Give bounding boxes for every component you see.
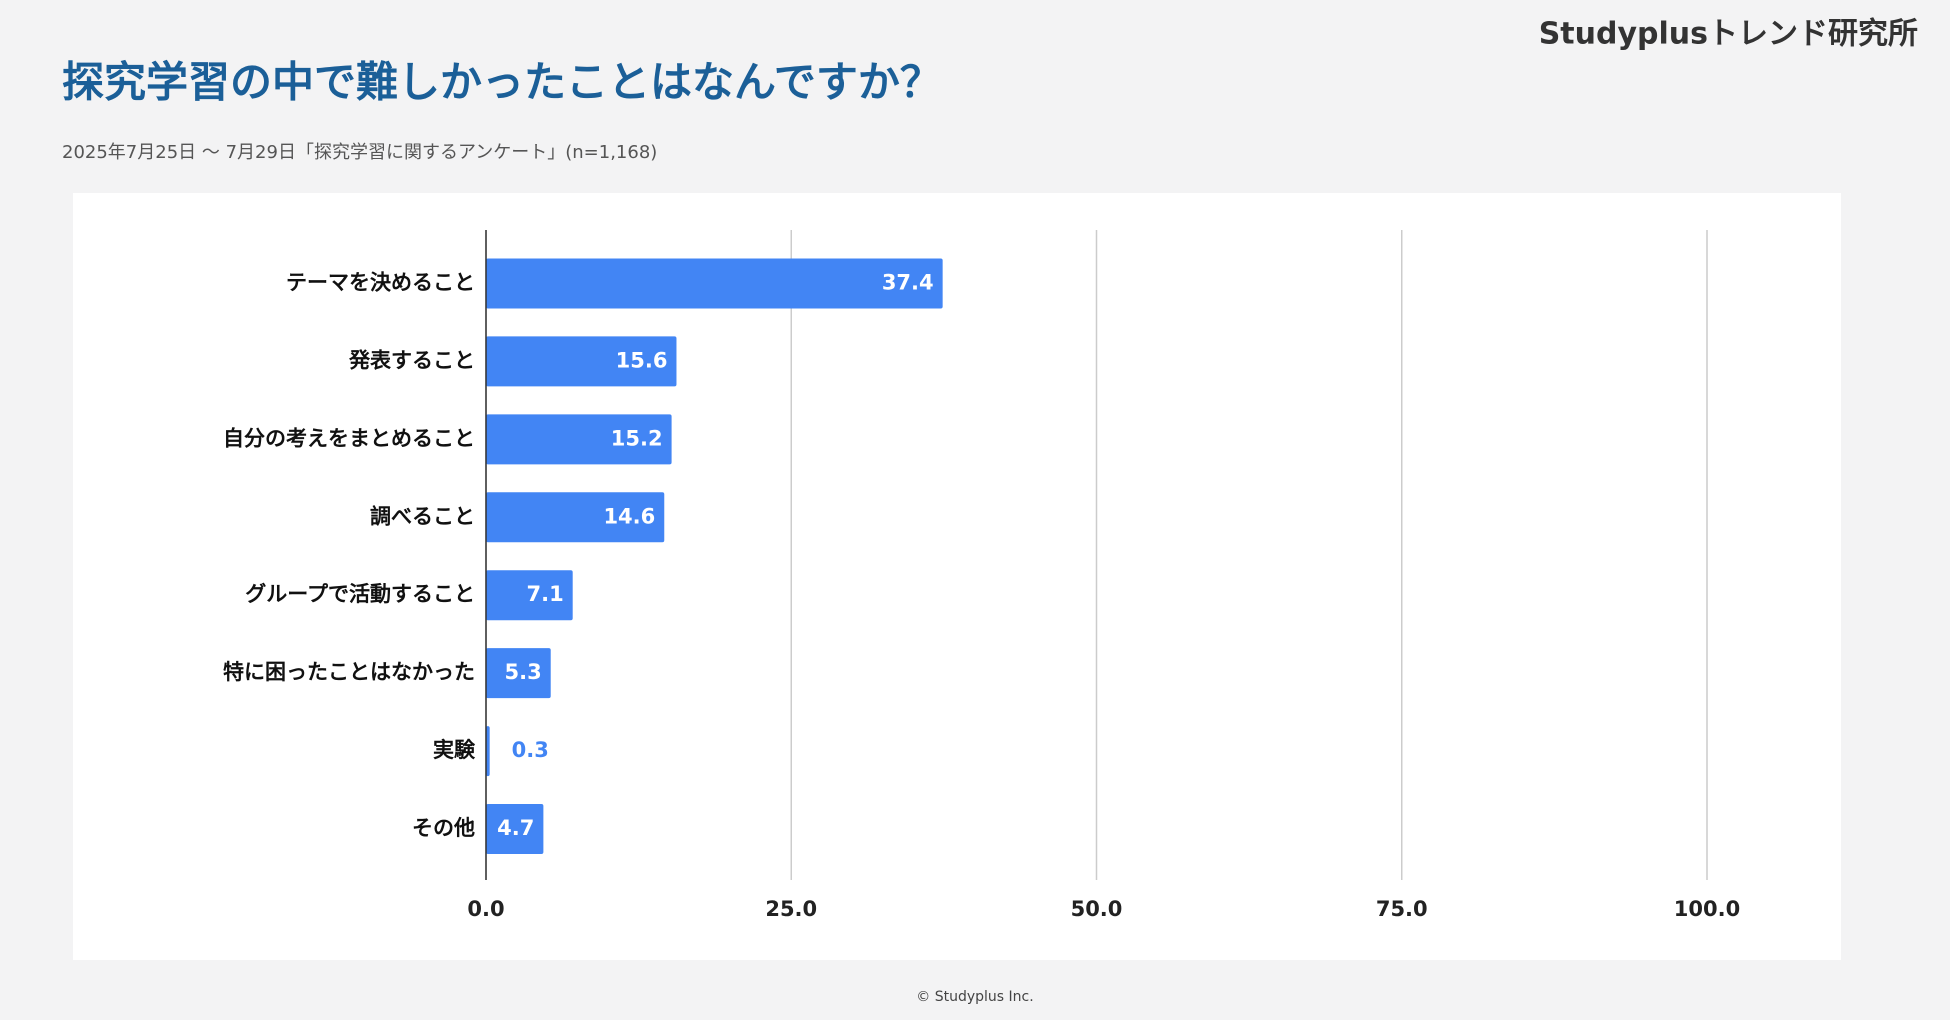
- value-label: 0.3: [512, 738, 549, 762]
- x-tick-label: 75.0: [1376, 897, 1428, 921]
- y-tick-label: 発表すること: [348, 348, 475, 372]
- x-tick-label: 0.0: [467, 897, 504, 921]
- bar: [486, 726, 490, 777]
- chart-title: 探究学習の中で難しかったことはなんですか？: [62, 58, 942, 107]
- bar: [486, 648, 551, 699]
- chart-panel: [73, 193, 1841, 960]
- bar: [486, 336, 677, 387]
- value-label: 37.4: [882, 270, 934, 294]
- bar: [486, 570, 573, 621]
- value-label: 14.6: [603, 504, 655, 528]
- value-label: 5.3: [505, 660, 542, 684]
- y-tick-label: 自分の考えをまとめること: [223, 426, 475, 450]
- y-tick-label: グループで活動すること: [245, 582, 475, 606]
- bar: [486, 414, 672, 465]
- y-tick-label: 実験: [433, 738, 476, 762]
- value-label: 15.2: [611, 426, 663, 450]
- bar: [486, 492, 665, 543]
- y-tick-label: 特に困ったことはなかった: [223, 660, 475, 684]
- y-tick-label: その他: [412, 816, 475, 840]
- copyright: © Studyplus Inc.: [916, 989, 1033, 1005]
- y-tick-label: 調べること: [370, 504, 475, 528]
- x-tick-label: 100.0: [1674, 897, 1740, 921]
- bar: [486, 258, 943, 309]
- value-label: 15.6: [616, 348, 668, 372]
- value-label: 4.7: [497, 816, 534, 840]
- bar: [486, 804, 544, 855]
- y-tick-label: テーマを決めること: [286, 270, 475, 294]
- chart-subtitle: 2025年7月25日 〜 7月29日「探究学習に関するアンケート」(n=1,16…: [62, 142, 657, 163]
- brand: Studyplusトレンド研究所: [1539, 17, 1918, 52]
- x-tick-label: 50.0: [1071, 897, 1123, 921]
- x-tick-label: 25.0: [765, 897, 817, 921]
- value-label: 7.1: [526, 582, 563, 606]
